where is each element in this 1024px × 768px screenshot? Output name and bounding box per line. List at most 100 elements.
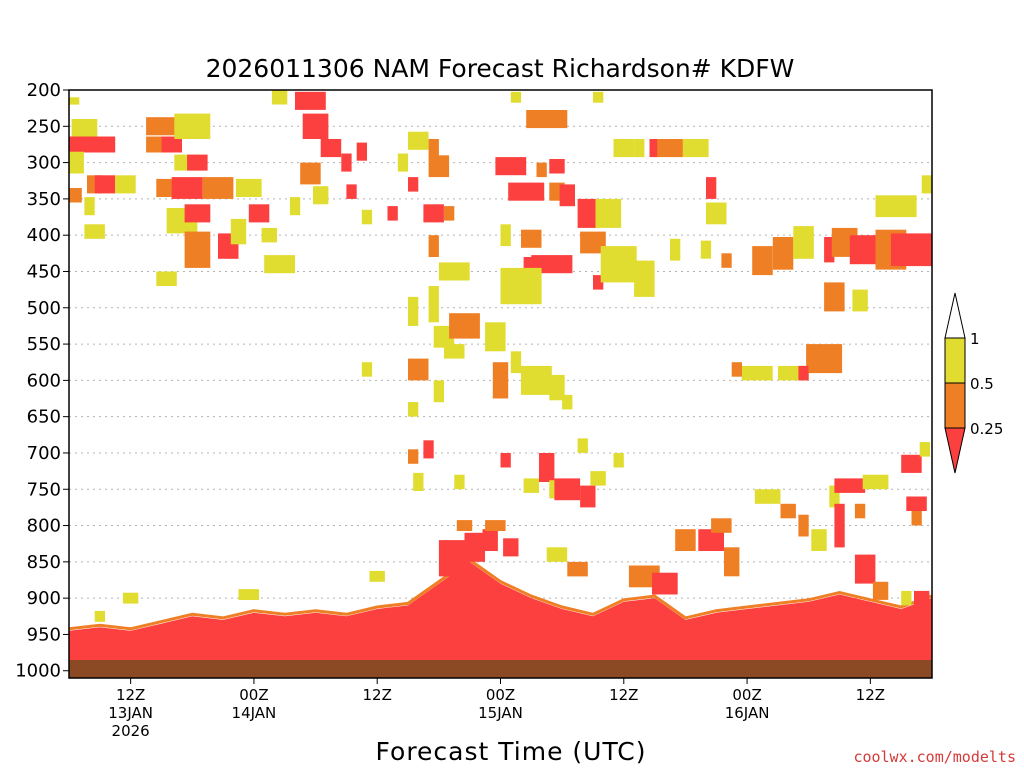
ri-cell-yellow-125	[754, 489, 781, 504]
ri-cell-red-58	[549, 159, 565, 174]
ri-cell-orange-113	[408, 449, 419, 464]
ri-cell-yellow-143	[546, 547, 568, 562]
colorbar: 1 0.5 0.25	[944, 292, 1003, 474]
ri-cell-orange-57	[536, 162, 547, 178]
ri-cell-orange-12	[146, 117, 177, 136]
ri-cell-yellow-102	[444, 344, 465, 359]
ri-cell-yellow-38	[361, 209, 373, 225]
ri-cell-yellow-123	[577, 438, 588, 453]
ri-cell-yellow-82	[793, 226, 814, 259]
ri-cell-red-152	[854, 554, 876, 584]
ri-cell-red-35	[341, 153, 352, 172]
colorbar-label-0.5: 0.5	[970, 375, 994, 393]
ri-cell-red-17	[171, 177, 203, 199]
ri-cell-yellow-79	[670, 238, 681, 261]
ri-cell-red-120	[554, 478, 581, 501]
ri-cell-yellow-60	[595, 198, 622, 228]
ri-cell-yellow-74	[682, 139, 709, 158]
x-tick-label-0-1: 12Z	[116, 686, 145, 704]
y-tick-label-250: 250	[27, 116, 61, 137]
colorbar-class-yellow	[944, 337, 966, 384]
ri-cell-yellow-105	[433, 380, 444, 403]
y-tick-label-1000: 1000	[15, 661, 61, 682]
ri-cell-orange-33	[300, 162, 321, 185]
boundary-layer-top	[69, 558, 932, 631]
ri-cell-red-141	[503, 538, 519, 557]
ri-cell-yellow-124	[613, 453, 624, 468]
ri-cell-orange-107	[492, 362, 509, 399]
ri-cell-red-132	[906, 496, 927, 511]
ri-cell-red-139	[482, 529, 498, 551]
ri-cell-red-96	[798, 365, 809, 381]
ri-cell-yellow-156	[122, 592, 139, 604]
boundary-layer-low-ri	[69, 561, 932, 671]
x-axis-title: Forecast Time (UTC)	[376, 737, 647, 766]
ri-cell-orange-142	[456, 520, 473, 531]
ri-cell-orange-135	[798, 514, 809, 537]
ri-cell-yellow-25	[230, 218, 247, 245]
ri-cell-yellow-114	[413, 472, 424, 491]
ri-cell-red-148	[698, 529, 724, 551]
ri-cell-orange-16	[156, 178, 177, 197]
ri-cell-red-138	[464, 532, 485, 562]
y-tick-label-900: 900	[27, 588, 61, 609]
ri-cell-yellow-41	[408, 131, 429, 150]
ri-cell-yellow-13	[174, 113, 211, 139]
ri-cell-orange-95	[731, 362, 742, 377]
ri-cell-orange-43	[428, 155, 450, 178]
ri-cell-yellow-98	[428, 286, 439, 323]
ri-cell-red-24	[248, 204, 270, 223]
ri-cell-yellow-94	[741, 365, 773, 381]
ri-cell-yellow-10	[84, 197, 95, 216]
y-tick-label-650: 650	[27, 407, 61, 428]
ri-cell-orange-136	[854, 503, 866, 519]
source-credit: coolwx.com/modelts	[853, 748, 1016, 766]
ri-cell-red-130	[901, 454, 922, 473]
colorbar-bottom-arrow	[944, 427, 966, 474]
ri-cell-yellow-157	[94, 610, 105, 622]
ri-cell-yellow-28	[156, 271, 177, 286]
ri-cell-yellow-68	[600, 246, 637, 283]
x-tick-label-2-1: 12Z	[363, 686, 392, 704]
y-tick-label-550: 550	[27, 334, 61, 355]
y-tick-label-750: 750	[27, 479, 61, 500]
ri-cell-yellow-91	[852, 289, 868, 312]
ri-cell-yellow-158	[238, 589, 259, 600]
ri-cell-yellow-115	[454, 474, 465, 490]
ri-cell-orange-61	[580, 231, 606, 254]
ri-cell-yellow-154	[901, 590, 912, 606]
ri-cell-orange-90	[824, 282, 845, 312]
ri-cell-red-67	[593, 275, 604, 290]
y-tick-label-500: 500	[27, 298, 61, 319]
ri-cell-orange-80	[752, 246, 773, 276]
x-tick-label-4-1: 12Z	[609, 686, 638, 704]
ri-cell-yellow-151	[811, 529, 827, 551]
ri-cell-red-146	[652, 572, 678, 595]
ri-cell-red-118	[539, 453, 555, 482]
ri-cell-yellow-70	[613, 139, 634, 158]
ri-cell-red-15	[187, 154, 208, 171]
ri-cell-yellow-50	[510, 91, 522, 103]
ri-cell-orange-18	[202, 177, 234, 199]
ri-cell-yellow-159	[369, 570, 385, 582]
ri-cell-orange-103	[408, 358, 429, 381]
ri-cell-yellow-77	[700, 240, 712, 259]
ri-cell-red-45	[423, 204, 444, 223]
ri-cell-yellow-76	[706, 202, 727, 225]
ri-cell-yellow-131	[919, 442, 930, 457]
ri-cell-yellow-69	[634, 260, 655, 297]
ri-cell-red-53	[495, 157, 527, 176]
ri-cell-yellow-40	[397, 153, 409, 172]
ri-cell-yellow-104	[408, 402, 419, 417]
ri-cell-red-112	[423, 440, 434, 459]
ri-cell-orange-22	[184, 231, 211, 268]
ri-cell-red-32	[320, 139, 342, 158]
ri-cell-orange-73	[657, 139, 683, 158]
ri-cell-yellow-5	[69, 151, 84, 174]
x-tick-label-0-3: 2026	[112, 722, 150, 740]
x-tick-label-0-2: 13JAN	[108, 704, 153, 722]
ri-cell-red-72	[649, 139, 660, 158]
y-tick-label-800: 800	[27, 516, 61, 537]
ri-cell-yellow-89	[921, 175, 932, 194]
